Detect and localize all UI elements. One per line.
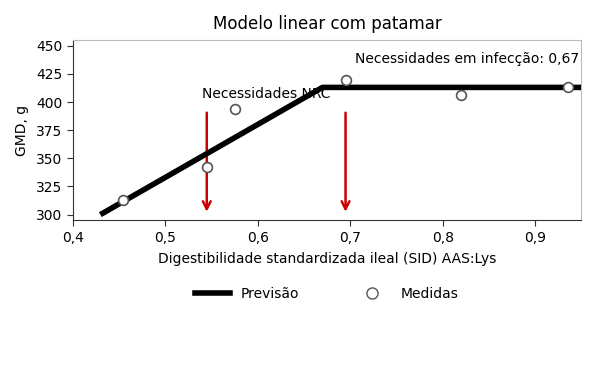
Title: Modelo linear com patamar: Modelo linear com patamar [213,15,442,33]
Point [229,106,239,112]
X-axis label: Digestibilidade standardizada ileal (SID) AAS:Lys: Digestibilidade standardizada ileal (SID… [158,251,496,266]
Point [202,164,212,170]
Legend: Previsão, Medidas: Previsão, Medidas [190,281,464,307]
Y-axis label: GMD, g: GMD, g [15,104,29,156]
Text: Necessidades NRC: Necessidades NRC [202,87,331,101]
Point [562,84,572,90]
Point [118,197,128,203]
Text: Necessidades em infecção: 0,67: Necessidades em infecção: 0,67 [355,52,579,66]
Point [340,77,350,83]
Point [456,92,466,98]
